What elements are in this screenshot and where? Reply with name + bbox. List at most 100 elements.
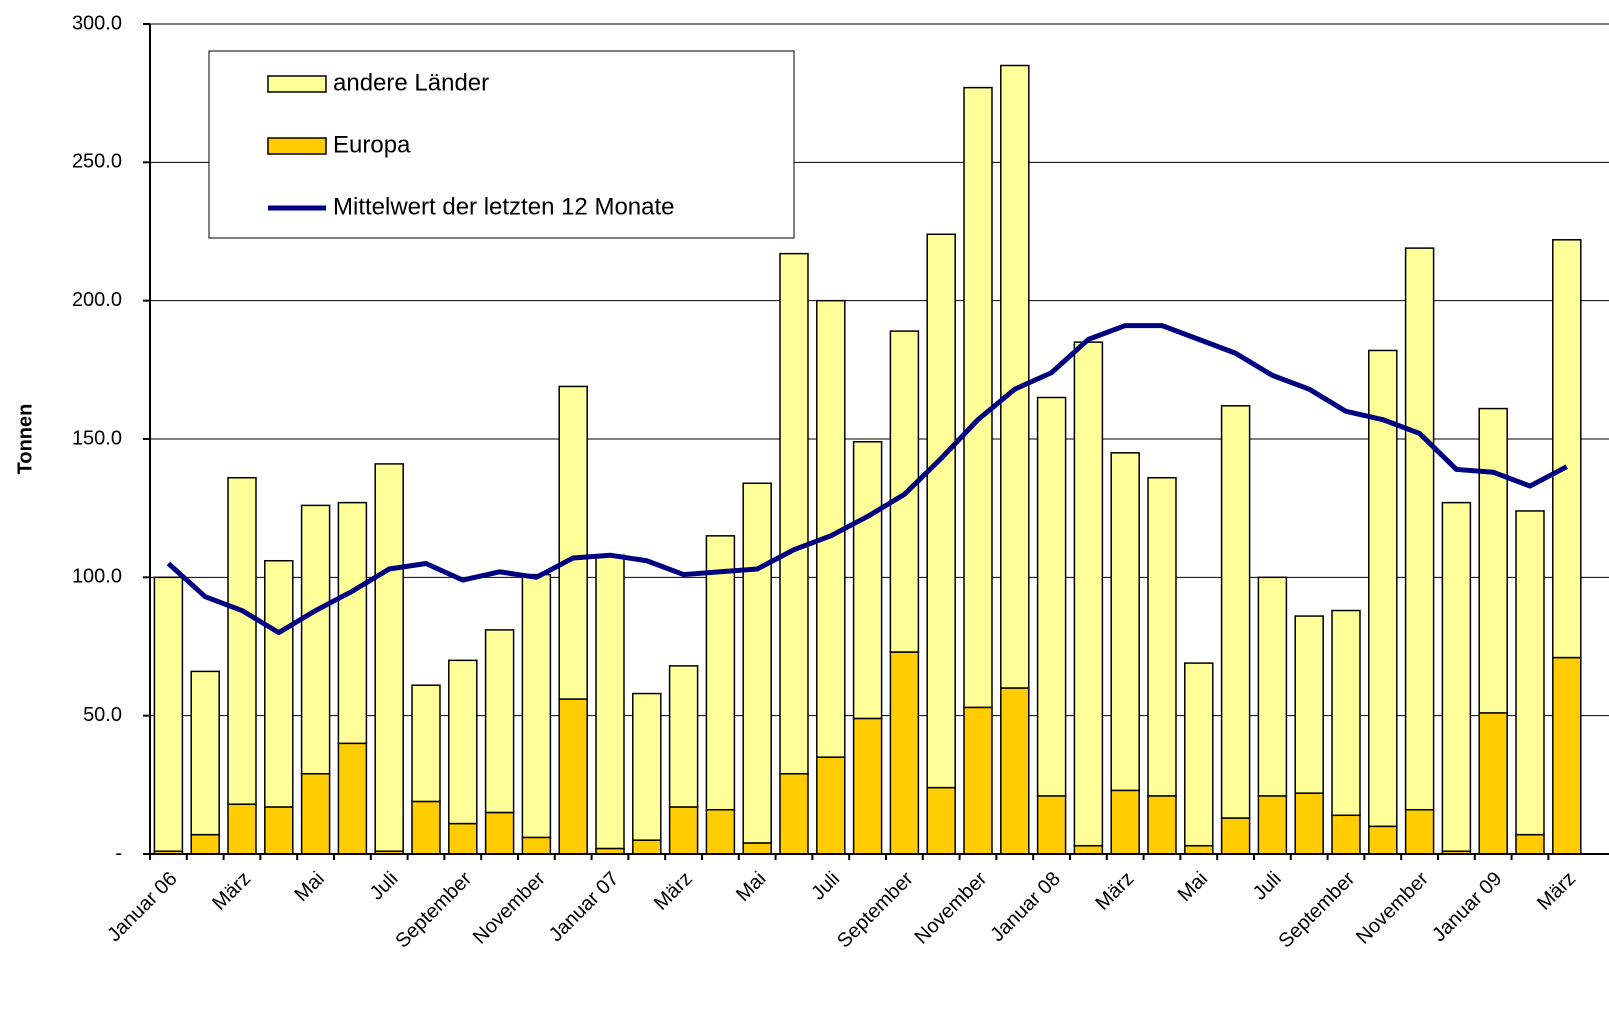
bar <box>264 559 294 808</box>
x-tick-label: März <box>1091 868 1138 915</box>
bar <box>411 800 441 855</box>
bar <box>1147 476 1177 797</box>
y-tick-label: 300.0 <box>72 12 122 34</box>
bar <box>816 756 846 855</box>
bar <box>1515 510 1545 836</box>
legend-swatch <box>267 137 327 155</box>
bar <box>852 441 883 720</box>
bar <box>374 463 404 852</box>
y-tick-label: 150.0 <box>72 427 122 449</box>
x-tick-label: Mai <box>291 868 329 906</box>
y-tick-label: 250.0 <box>72 151 122 173</box>
bar <box>1036 396 1067 797</box>
legend-swatch <box>267 75 327 93</box>
x-tick-label: Juli <box>366 868 403 905</box>
bar <box>1073 341 1104 847</box>
y-tick-label: 100.0 <box>72 566 122 588</box>
x-tick-label: November <box>1352 867 1433 948</box>
bar <box>963 86 993 709</box>
bar <box>1294 615 1324 794</box>
bar <box>1368 349 1398 828</box>
bar <box>227 476 257 805</box>
bar <box>1073 844 1104 855</box>
bar <box>963 706 993 855</box>
bar <box>1000 687 1030 855</box>
legend-label: Mittelwert der letzten 12 Monate <box>333 193 675 220</box>
x-tick-label: September <box>833 867 918 952</box>
bar <box>1000 64 1030 689</box>
x-tick-label: Januar 08 <box>986 868 1064 946</box>
bar <box>1368 825 1398 855</box>
bar <box>1294 792 1324 855</box>
bar <box>1515 833 1545 855</box>
bar <box>1147 795 1177 855</box>
x-tick-label: März <box>650 868 697 915</box>
x-tick-label: Juli <box>1249 868 1286 905</box>
x-tick-label: September <box>1275 867 1360 952</box>
bar <box>779 252 809 775</box>
bar <box>1441 501 1472 852</box>
bar <box>1220 817 1251 855</box>
bar <box>558 698 588 855</box>
bar <box>227 803 257 855</box>
bar <box>484 811 515 855</box>
bar <box>632 839 662 855</box>
x-tick-label: März <box>1533 868 1580 915</box>
bar <box>448 822 478 855</box>
bar <box>264 806 294 855</box>
bar <box>1478 407 1508 714</box>
bar <box>742 842 772 855</box>
x-tick-label: November <box>469 867 550 948</box>
y-axis-title: Tonnen <box>14 404 36 475</box>
y-tick-label: 50.0 <box>83 704 122 726</box>
bar <box>1257 795 1288 855</box>
line-series <box>166 323 1568 636</box>
bar <box>1036 795 1067 855</box>
bar <box>1331 609 1361 817</box>
bar <box>1404 808 1435 855</box>
x-tick-label: Mai <box>1174 868 1212 906</box>
bar <box>521 836 552 855</box>
x-tick-label: März <box>208 868 255 915</box>
bar <box>153 576 184 852</box>
bar <box>668 806 699 855</box>
bar <box>448 659 478 825</box>
bar <box>632 692 662 841</box>
x-tick-label: Januar 06 <box>103 868 181 946</box>
bar <box>1404 247 1435 811</box>
bar <box>889 651 920 855</box>
bar <box>1552 656 1582 855</box>
bar <box>558 385 588 700</box>
bar <box>300 504 331 775</box>
bar <box>300 773 331 855</box>
x-tick-label: Mai <box>732 868 770 906</box>
x-tick-label: Juli <box>807 868 844 905</box>
bar <box>779 773 809 855</box>
legend-label: Europa <box>333 131 411 158</box>
bar <box>705 808 736 855</box>
x-tick-label: Januar 09 <box>1428 868 1506 946</box>
y-tick-label: 200.0 <box>72 289 122 311</box>
bar <box>411 684 441 803</box>
bar <box>668 665 699 808</box>
bar <box>926 786 956 855</box>
bar <box>1478 712 1508 855</box>
bar <box>595 554 625 850</box>
bar <box>1184 662 1214 847</box>
bar <box>190 833 220 855</box>
y-tick-label: - <box>115 842 122 864</box>
bar <box>1184 844 1214 855</box>
bar <box>705 535 736 811</box>
bar <box>521 573 552 839</box>
bar <box>852 717 883 855</box>
bar <box>1257 576 1288 797</box>
legend-label: andere Länder <box>333 69 489 96</box>
bar <box>484 629 515 814</box>
bar <box>742 482 772 844</box>
bar <box>926 233 956 789</box>
bar <box>1110 789 1140 855</box>
bar <box>190 670 220 836</box>
bar <box>1331 814 1361 855</box>
